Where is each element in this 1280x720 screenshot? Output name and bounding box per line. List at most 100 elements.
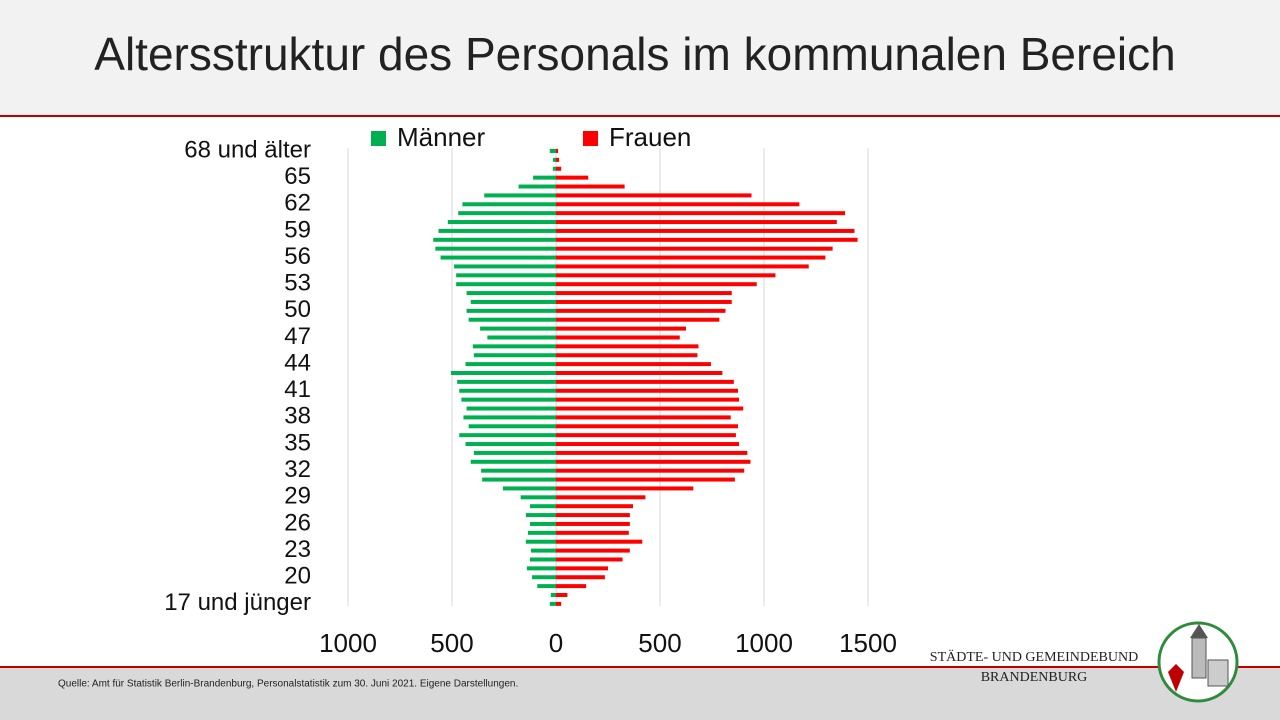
bar [466,308,556,313]
y-tick-label: 68 und älter [184,136,311,163]
y-tick-label: 35 [284,429,311,456]
header-band [0,0,1280,115]
bar [484,193,556,198]
bar [456,282,556,287]
bar [556,291,732,296]
bar [433,237,556,242]
bar [520,495,556,500]
bar [556,149,559,153]
bar [461,397,556,402]
bar [532,575,556,580]
bar [462,202,556,207]
bar [480,326,556,331]
y-tick-label: 50 [284,296,311,323]
y-tick-label: 29 [284,483,311,510]
bar [473,353,556,358]
bar [526,566,556,571]
bar [556,211,846,216]
bar [556,228,855,233]
bar [530,557,556,562]
x-tick-label: 1000 [735,628,793,658]
bar [556,477,735,482]
bar [556,317,720,322]
bar [456,273,556,278]
bar [556,504,633,509]
bar [556,566,608,571]
bar [556,557,623,562]
x-tick-label: 500 [638,628,681,658]
bar [556,299,732,304]
org-name: STÄDTE- UND GEMEINDEBUND [930,648,1138,665]
legend-swatch [371,131,386,146]
bar [465,362,556,367]
bar [556,593,568,597]
bar [459,433,556,438]
bar [556,601,562,606]
bar [473,450,556,455]
bar [556,388,738,393]
y-tick-label: 56 [284,243,311,270]
logo [1157,621,1239,703]
bar [525,513,556,518]
footer-band [0,668,1280,720]
y-tick-label: 65 [284,163,311,190]
bar [470,299,556,304]
bar [556,584,587,589]
bar [556,202,800,207]
bar [556,175,589,180]
bar [530,521,556,526]
bar [556,362,711,367]
bar [556,220,837,225]
y-tick-label: 44 [284,349,311,376]
bar [459,388,556,393]
legend-label: Frauen [609,122,691,152]
bar [502,486,556,491]
bar [556,459,751,464]
bar [463,415,556,420]
y-tick-label: 26 [284,509,311,536]
bar [556,468,745,473]
y-tick-label: 59 [284,216,311,243]
y-tick-label: 53 [284,270,311,297]
bar [468,317,556,322]
bar [556,397,740,402]
bar [556,450,748,455]
legend-swatch [583,131,598,146]
bar [556,308,726,313]
bar [556,548,630,553]
bar [556,326,686,331]
bar [454,264,556,269]
bar [527,530,556,535]
bar [458,211,556,216]
bar [450,371,556,375]
bar [550,593,556,597]
bar [556,486,694,491]
y-tick-label: 41 [284,376,311,403]
bar [556,166,562,171]
y-tick-label: 20 [284,563,311,590]
x-tick-label: 1000 [319,628,377,658]
bar [552,157,556,162]
bar [556,379,734,384]
org-name: BRANDENBURG [981,670,1088,685]
bar [556,353,698,358]
bar [552,166,556,171]
bar [556,406,744,411]
bar [468,424,556,429]
bar [556,539,643,544]
bar [556,513,630,518]
bar [457,379,556,384]
bar [556,495,646,500]
bar [556,344,699,349]
bar [556,530,629,535]
bar [556,415,731,420]
bar [556,521,630,526]
bar [531,548,556,553]
bar [482,477,556,482]
bar [487,335,556,340]
bar [556,575,605,580]
bar [556,246,833,251]
bar [438,228,556,233]
bar [447,220,556,225]
